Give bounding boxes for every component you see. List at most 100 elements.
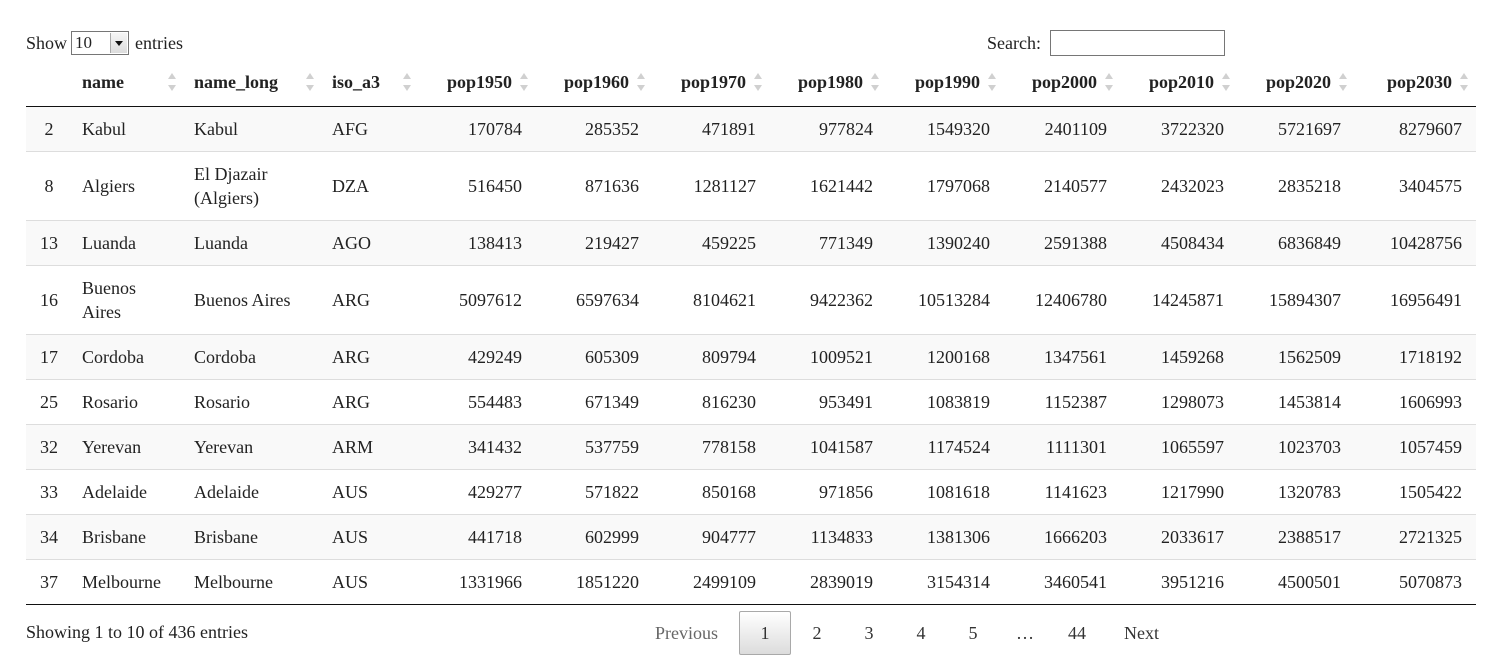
pagination-ellipsis: … [1016, 622, 1034, 643]
column-header-label: pop2020 [1265, 71, 1331, 92]
previous-button[interactable]: Previous [655, 622, 718, 643]
column-header-pop2010[interactable]: pop2010 [1121, 59, 1238, 107]
column-header-label: pop2000 [1031, 71, 1097, 92]
cell-name-long: Luanda [184, 219, 322, 265]
cell-iso-a3: ARM [322, 423, 419, 469]
cell-pop1970: 471891 [653, 106, 770, 151]
cell-name-long: Cordoba [184, 333, 322, 379]
entries-per-page-value: 10 [75, 33, 93, 52]
cell-pop2020: 1320783 [1238, 468, 1355, 514]
cell-index: 8 [26, 150, 72, 220]
cell-index: 33 [26, 468, 72, 514]
page-button-1[interactable]: 1 [739, 611, 791, 655]
cell-pop1980: 1009521 [770, 333, 887, 379]
cell-pop2000: 1141623 [1004, 468, 1121, 514]
cell-pop2020: 1023703 [1238, 423, 1355, 469]
cell-name-long: Rosario [184, 378, 322, 424]
cell-iso-a3: AUS [322, 468, 419, 514]
page-button-5[interactable]: 5 [968, 622, 978, 643]
cell-name-long: El Djazair (Algiers) [184, 150, 322, 220]
column-header-iso-a3[interactable]: iso_a3 [322, 59, 419, 107]
column-header-pop2020[interactable]: pop2020 [1238, 59, 1355, 107]
column-header-pop2030[interactable]: pop2030 [1355, 59, 1476, 107]
cell-pop1970: 2499109 [653, 558, 770, 604]
cell-name-long: Kabul [184, 106, 322, 151]
cell-index: 13 [26, 219, 72, 265]
cell-pop2000: 1347561 [1004, 333, 1121, 379]
cell-pop1970: 459225 [653, 219, 770, 265]
cell-iso-a3: AUS [322, 513, 419, 559]
cell-name: Algiers [72, 150, 184, 220]
cell-pop1970: 904777 [653, 513, 770, 559]
cell-pop2010: 1217990 [1121, 468, 1238, 514]
column-header-label: pop1960 [563, 71, 629, 92]
column-header-pop1980[interactable]: pop1980 [770, 59, 887, 107]
search-input[interactable] [1050, 30, 1225, 56]
cell-index: 25 [26, 378, 72, 424]
sort-both-icon [753, 73, 763, 92]
sort-both-icon [1221, 73, 1231, 92]
cell-pop1950: 429277 [419, 468, 536, 514]
entries-per-page-select[interactable]: 10 [71, 31, 130, 55]
cell-name-long: Brisbane [184, 513, 322, 559]
page-button-44[interactable]: 44 [1068, 622, 1086, 643]
cell-name: Yerevan [72, 423, 184, 469]
search-filter: Search: [987, 30, 1225, 56]
column-header-pop1960[interactable]: pop1960 [536, 59, 653, 107]
cell-pop1950: 1331966 [419, 558, 536, 604]
cell-pop2030: 1718192 [1355, 333, 1476, 379]
cell-pop2030: 1505422 [1355, 468, 1476, 514]
sort-both-icon [305, 73, 315, 92]
cell-pop2030: 1057459 [1355, 423, 1476, 469]
cell-pop2000: 2591388 [1004, 219, 1121, 265]
sort-both-icon [987, 73, 997, 92]
cell-pop1970: 809794 [653, 333, 770, 379]
cell-pop1980: 1041587 [770, 423, 887, 469]
cell-pop1950: 516450 [419, 150, 536, 220]
cell-name: Adelaide [72, 468, 184, 514]
cell-name: Rosario [72, 378, 184, 424]
sort-both-icon [636, 73, 646, 92]
cell-pop2020: 5721697 [1238, 106, 1355, 151]
cell-pop1980: 977824 [770, 106, 887, 151]
column-header-pop1970[interactable]: pop1970 [653, 59, 770, 107]
cell-pop2000: 1666203 [1004, 513, 1121, 559]
page-button-2[interactable]: 2 [812, 622, 822, 643]
page-button-4[interactable]: 4 [916, 622, 926, 643]
chevron-down-icon[interactable] [110, 33, 128, 53]
cell-name: Cordoba [72, 333, 184, 379]
table-row: 25 Rosario Rosario ARG 554483 671349 816230 953… [26, 378, 1476, 424]
column-header-pop1990[interactable]: pop1990 [887, 59, 1004, 107]
sort-both-icon [1338, 73, 1348, 92]
cell-pop2030: 1606993 [1355, 378, 1476, 424]
table-controls: Show 10 entries Search: [26, 30, 1225, 58]
column-header-name[interactable]: name [72, 59, 184, 107]
cell-pop2020: 2835218 [1238, 150, 1355, 220]
column-header-pop2000[interactable]: pop2000 [1004, 59, 1121, 107]
cell-pop1960: 1851220 [536, 558, 653, 604]
cell-pop1950: 170784 [419, 106, 536, 151]
next-button[interactable]: Next [1124, 622, 1159, 643]
cell-pop1980: 771349 [770, 219, 887, 265]
cell-pop1950: 554483 [419, 378, 536, 424]
cell-pop1950: 341432 [419, 423, 536, 469]
column-header-pop1950[interactable]: pop1950 [419, 59, 536, 107]
cell-pop2020: 15894307 [1238, 264, 1355, 334]
cell-iso-a3: AGO [322, 219, 419, 265]
page-button-3[interactable]: 3 [864, 622, 874, 643]
table-row: 33 Adelaide Adelaide AUS 429277 571822 850168 9… [26, 468, 1476, 514]
cell-name-long: Yerevan [184, 423, 322, 469]
cell-pop1990: 10513284 [887, 264, 1004, 334]
cell-pop2030: 8279607 [1355, 106, 1476, 151]
sort-both-icon [167, 73, 177, 92]
cell-pop1990: 1381306 [887, 513, 1004, 559]
cell-pop2010: 2033617 [1121, 513, 1238, 559]
cell-pop1960: 571822 [536, 468, 653, 514]
table-row: 32 Yerevan Yerevan ARM 341432 537759 778158 104… [26, 423, 1476, 469]
column-header-name-long[interactable]: name_long [184, 59, 322, 107]
cell-pop2000: 3460541 [1004, 558, 1121, 604]
sort-both-icon [1104, 73, 1114, 92]
column-header-label: name_long [194, 71, 279, 92]
cell-pop1990: 1390240 [887, 219, 1004, 265]
cell-iso-a3: ARG [322, 264, 419, 334]
